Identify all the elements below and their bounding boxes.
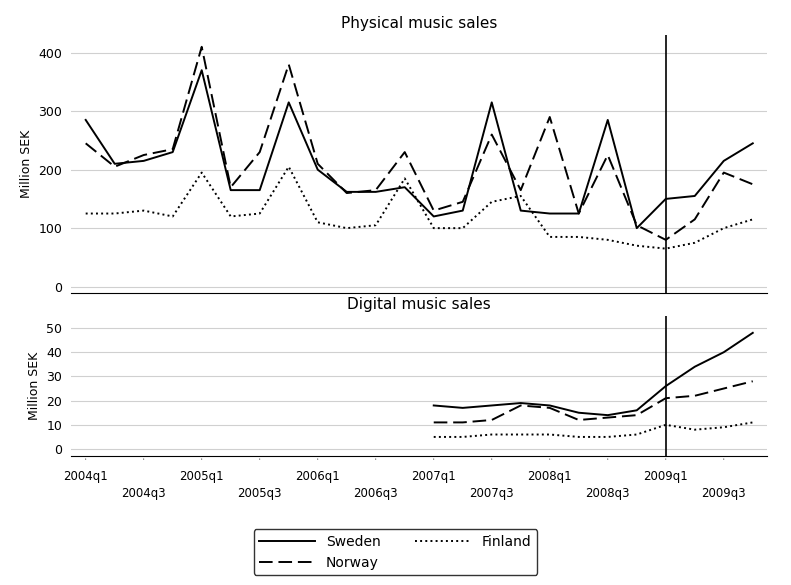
Text: 2007q3: 2007q3 [469,487,514,500]
Text: 2007q1: 2007q1 [411,470,456,483]
Y-axis label: Million SEK: Million SEK [20,130,32,198]
Text: 2006q3: 2006q3 [354,487,398,500]
Title: Digital music sales: Digital music sales [347,297,491,312]
Text: 2009q1: 2009q1 [643,470,688,483]
Text: 2004q1: 2004q1 [63,470,108,483]
Text: 2009q3: 2009q3 [702,487,746,500]
Text: 2004q3: 2004q3 [121,487,166,500]
Legend: Sweden, Norway, Finland: Sweden, Norway, Finland [254,529,537,575]
Text: 2005q3: 2005q3 [237,487,282,500]
Text: 2006q1: 2006q1 [295,470,340,483]
Text: 2008q3: 2008q3 [585,487,630,500]
Title: Physical music sales: Physical music sales [341,16,498,31]
Text: 2008q1: 2008q1 [528,470,572,483]
Text: 2005q1: 2005q1 [180,470,224,483]
Y-axis label: Million SEK: Million SEK [28,352,40,420]
